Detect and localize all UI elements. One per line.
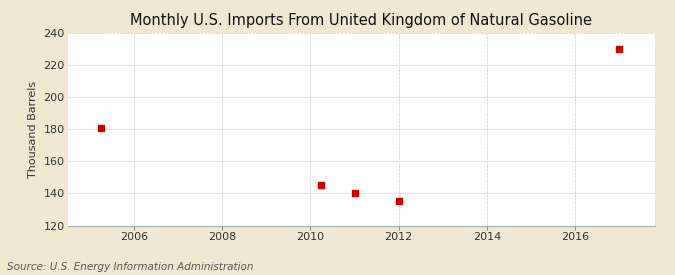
- Title: Monthly U.S. Imports From United Kingdom of Natural Gasoline: Monthly U.S. Imports From United Kingdom…: [130, 13, 592, 28]
- Y-axis label: Thousand Barrels: Thousand Barrels: [28, 81, 38, 178]
- Point: [95, 125, 106, 130]
- Text: Source: U.S. Energy Information Administration: Source: U.S. Energy Information Administ…: [7, 262, 253, 272]
- Point: [614, 47, 625, 51]
- Point: [316, 183, 327, 188]
- Point: [394, 199, 404, 204]
- Point: [349, 191, 360, 196]
